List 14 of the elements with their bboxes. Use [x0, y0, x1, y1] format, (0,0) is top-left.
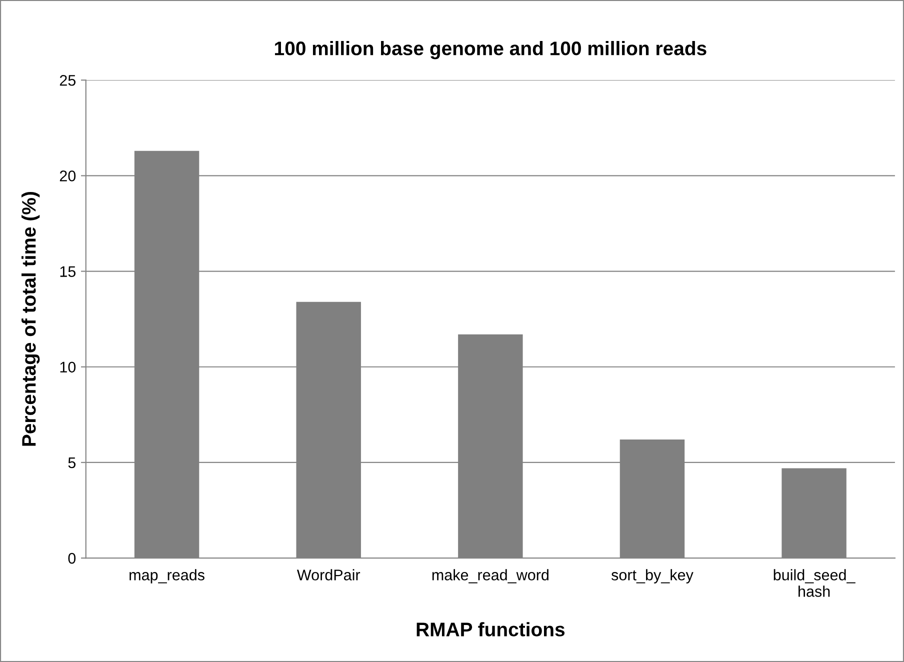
y-axis-title: Percentage of total time (%) [22, 192, 40, 446]
x-tick-label: build_seed_ hash [774, 569, 856, 597]
y-tick-label: 10 [60, 362, 76, 373]
x-tick-label: sort_by_key [611, 569, 694, 584]
x-tick-label: make_read_word [432, 569, 548, 584]
y-tick-label: 5 [68, 458, 76, 468]
chart-title: 100 million base genome and 100 million reads [274, 41, 706, 60]
y-tick-label: 25 [60, 74, 76, 86]
y-tick-label: 0 [68, 552, 76, 564]
x-axis-title: RMAP functions [416, 622, 565, 636]
x-tick-label: WordPair [296, 569, 360, 580]
x-tick-label: map_reads [130, 569, 204, 584]
y-tick-label: 15 [60, 266, 76, 277]
y-tick-label: 20 [60, 170, 76, 182]
